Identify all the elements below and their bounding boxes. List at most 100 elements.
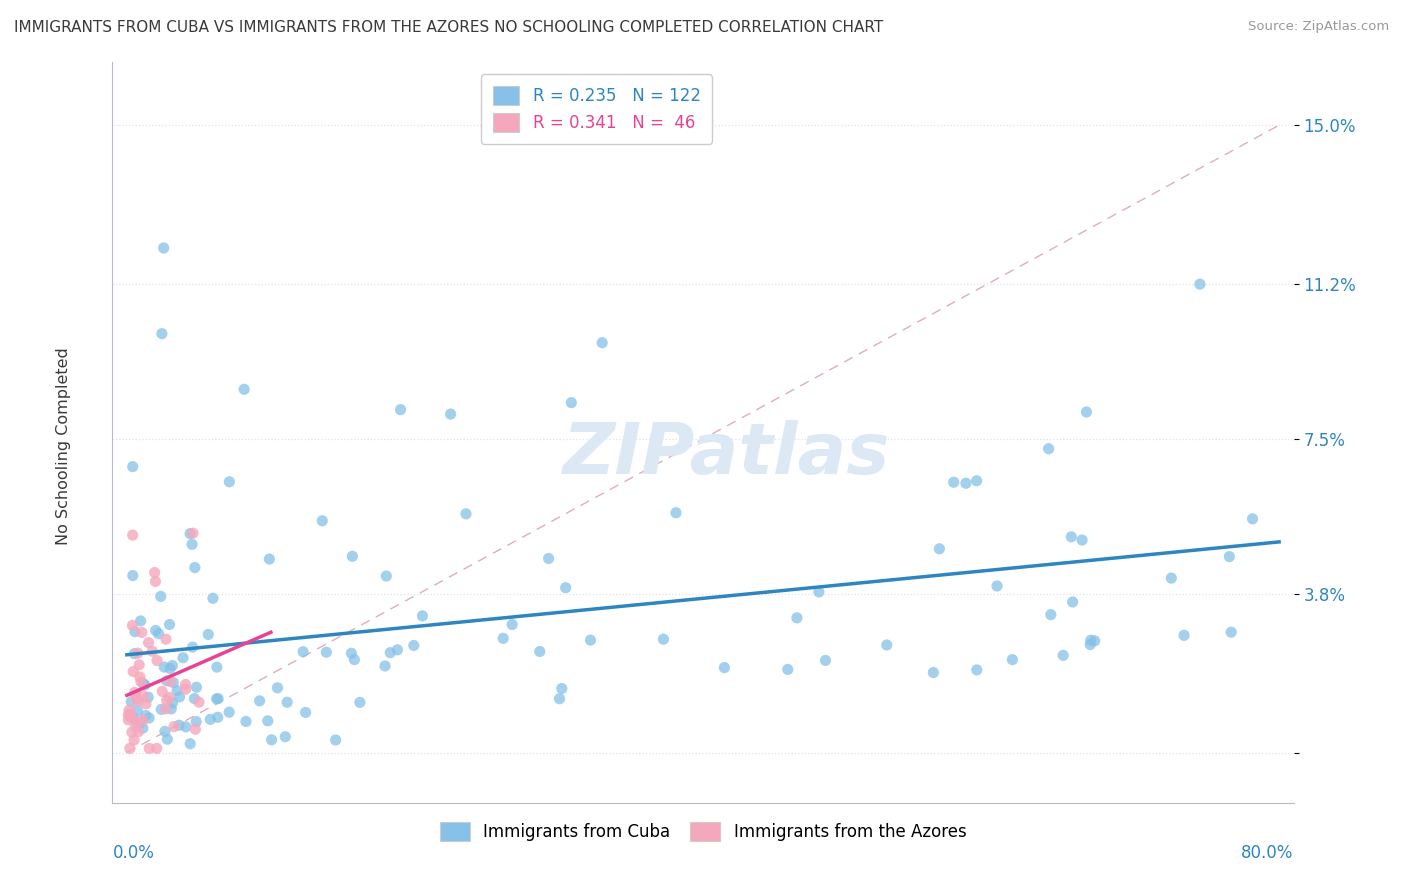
- Point: [1062, 595, 1084, 609]
- Point: [134, 678, 156, 692]
- Point: [129, 715, 152, 730]
- Point: [276, 695, 298, 709]
- Point: [121, 618, 143, 632]
- Point: [389, 402, 412, 417]
- Point: [325, 733, 347, 747]
- Point: [439, 407, 461, 421]
- Point: [120, 709, 142, 723]
- Point: [259, 552, 281, 566]
- Point: [560, 395, 582, 409]
- Point: [807, 585, 830, 599]
- Point: [955, 476, 977, 491]
- Point: [155, 702, 177, 716]
- Point: [551, 681, 574, 696]
- Point: [375, 569, 398, 583]
- Point: [1076, 405, 1098, 419]
- Point: [162, 675, 184, 690]
- Point: [124, 719, 146, 733]
- Point: [343, 652, 366, 666]
- Text: 80.0%: 80.0%: [1241, 844, 1294, 862]
- Point: [184, 723, 207, 737]
- Point: [786, 611, 808, 625]
- Point: [127, 646, 149, 660]
- Point: [127, 715, 149, 730]
- Point: [554, 581, 576, 595]
- Point: [274, 730, 297, 744]
- Point: [266, 681, 288, 695]
- Point: [256, 714, 278, 728]
- Point: [183, 691, 205, 706]
- Point: [342, 549, 364, 564]
- Point: [162, 658, 184, 673]
- Point: [127, 724, 149, 739]
- Point: [181, 537, 204, 551]
- Point: [152, 241, 174, 255]
- Point: [179, 737, 201, 751]
- Point: [121, 725, 143, 739]
- Point: [966, 663, 988, 677]
- Point: [411, 608, 433, 623]
- Point: [127, 694, 149, 708]
- Point: [157, 690, 180, 705]
- Point: [125, 689, 148, 703]
- Text: Source: ZipAtlas.com: Source: ZipAtlas.com: [1249, 20, 1389, 33]
- Point: [205, 660, 228, 674]
- Point: [138, 711, 160, 725]
- Point: [128, 670, 150, 684]
- Point: [159, 617, 181, 632]
- Point: [150, 684, 173, 698]
- Point: [124, 685, 146, 699]
- Point: [122, 733, 145, 747]
- Point: [454, 507, 477, 521]
- Point: [181, 640, 204, 655]
- Point: [814, 653, 837, 667]
- Point: [928, 541, 950, 556]
- Point: [713, 660, 735, 674]
- Point: [150, 702, 173, 716]
- Point: [159, 661, 181, 675]
- Point: [155, 693, 177, 707]
- Point: [1001, 652, 1024, 666]
- Point: [169, 690, 191, 704]
- Point: [233, 382, 256, 396]
- Point: [349, 695, 371, 709]
- Point: [181, 526, 204, 541]
- Point: [1160, 571, 1182, 585]
- Point: [150, 326, 173, 341]
- Point: [186, 714, 208, 729]
- Point: [380, 646, 402, 660]
- Point: [179, 526, 201, 541]
- Point: [1060, 530, 1083, 544]
- Point: [141, 644, 163, 658]
- Point: [128, 657, 150, 672]
- Point: [184, 560, 207, 574]
- Point: [1080, 633, 1102, 648]
- Point: [145, 741, 167, 756]
- Point: [163, 720, 186, 734]
- Point: [174, 677, 197, 691]
- Point: [132, 713, 155, 727]
- Point: [218, 705, 240, 719]
- Point: [135, 708, 157, 723]
- Point: [218, 475, 240, 489]
- Point: [207, 710, 229, 724]
- Point: [132, 677, 155, 691]
- Point: [1220, 625, 1243, 640]
- Point: [138, 635, 160, 649]
- Point: [197, 627, 219, 641]
- Point: [120, 710, 142, 724]
- Point: [260, 732, 283, 747]
- Point: [315, 645, 337, 659]
- Point: [311, 514, 333, 528]
- Point: [118, 703, 141, 717]
- Point: [172, 650, 194, 665]
- Text: ZIPatlas: ZIPatlas: [562, 420, 890, 490]
- Point: [121, 528, 143, 542]
- Point: [146, 653, 169, 667]
- Point: [124, 624, 146, 639]
- Point: [159, 674, 181, 689]
- Point: [136, 690, 159, 705]
- Point: [529, 644, 551, 658]
- Point: [986, 579, 1008, 593]
- Point: [125, 692, 148, 706]
